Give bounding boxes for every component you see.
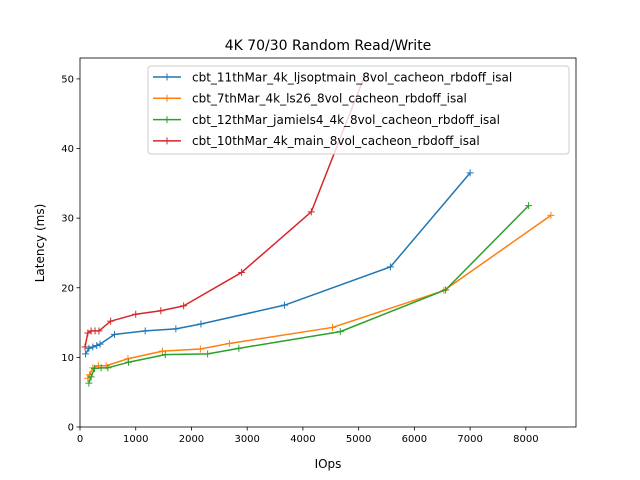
data-point xyxy=(81,343,89,351)
legend-label: cbt_7thMar_4k_ls26_8vol_cacheon_rbdoff_i… xyxy=(192,92,467,106)
y-tick-label: 10 xyxy=(61,353,74,364)
data-point xyxy=(235,344,243,352)
plot-area xyxy=(81,73,555,387)
legend-item: cbt_7thMar_4k_ls26_8vol_cacheon_rbdoff_i… xyxy=(153,92,467,106)
data-point xyxy=(85,344,93,352)
data-point xyxy=(172,325,180,333)
data-point xyxy=(442,286,450,294)
x-tick-label: 7000 xyxy=(457,434,482,445)
legend-box xyxy=(147,65,570,155)
data-point xyxy=(196,345,204,353)
data-point xyxy=(82,350,90,358)
data-point xyxy=(525,202,533,210)
data-point xyxy=(238,268,246,276)
data-point xyxy=(111,330,119,338)
data-point xyxy=(161,351,169,359)
data-point xyxy=(180,302,188,310)
data-point xyxy=(96,340,104,348)
data-point xyxy=(204,350,212,358)
x-tick-label: 0 xyxy=(77,434,83,445)
data-point xyxy=(107,317,115,325)
y-tick-label: 40 xyxy=(61,144,74,155)
data-point xyxy=(281,301,289,309)
legend-label: cbt_12thMar_jamiels4_4k_8vol_cacheon_rbd… xyxy=(192,113,500,127)
data-point xyxy=(87,373,95,381)
data-point xyxy=(124,358,132,366)
data-point xyxy=(307,208,315,216)
legend-item: cbt_11thMar_4k_ljsoptmain_8vol_cacheon_r… xyxy=(153,70,512,84)
data-point xyxy=(85,379,93,387)
data-point xyxy=(97,364,105,372)
legend-item: cbt_12thMar_jamiels4_4k_8vol_cacheon_rbd… xyxy=(153,113,500,127)
x-tick-label: 8000 xyxy=(513,434,538,445)
data-point xyxy=(93,342,101,350)
data-point xyxy=(104,364,112,372)
data-point xyxy=(157,307,165,315)
x-axis-label: IOps xyxy=(315,457,342,471)
data-point xyxy=(141,327,149,335)
y-tick-label: 20 xyxy=(61,283,74,294)
data-point xyxy=(466,169,474,177)
data-point xyxy=(124,355,132,363)
x-tick-label: 1000 xyxy=(123,434,148,445)
data-point xyxy=(336,328,344,336)
axes-frame xyxy=(79,57,577,428)
legend-item: cbt_10thMar_4k_main_8vol_cacheon_rbdoff_… xyxy=(153,134,480,148)
chart-title: 4K 70/30 Random Read/Write xyxy=(225,38,432,54)
data-point xyxy=(328,323,336,331)
data-point xyxy=(95,327,103,335)
data-point xyxy=(132,310,140,318)
y-axis-label: Latency (ms) xyxy=(33,204,47,283)
x-tick-label: 4000 xyxy=(290,434,315,445)
data-point xyxy=(225,339,233,347)
data-point xyxy=(197,320,205,328)
y-tick-label: 0 xyxy=(68,423,74,434)
axis-ticks: 0 1000 2000 3000 4000 5000 6000 7000 8000 0 10 20 30… xyxy=(61,74,538,445)
data-point xyxy=(90,365,98,373)
legend-label: cbt_11thMar_4k_ljsoptmain_8vol_cacheon_r… xyxy=(192,70,512,84)
data-point xyxy=(386,263,394,271)
series-line-3 xyxy=(88,205,530,384)
y-tick-label: 50 xyxy=(61,74,74,85)
legend-label: cbt_10thMar_4k_main_8vol_cacheon_rbdoff_… xyxy=(192,134,480,148)
x-tick-label: 6000 xyxy=(402,434,427,445)
y-tick-label: 30 xyxy=(61,214,74,225)
legend: cbt_11thMar_4k_ljsoptmain_8vol_cacheon_r… xyxy=(147,65,570,155)
x-tick-label: 3000 xyxy=(234,434,259,445)
data-point xyxy=(547,211,555,219)
x-tick-label: 5000 xyxy=(346,434,371,445)
x-tick-label: 2000 xyxy=(179,434,204,445)
data-point xyxy=(89,343,97,351)
